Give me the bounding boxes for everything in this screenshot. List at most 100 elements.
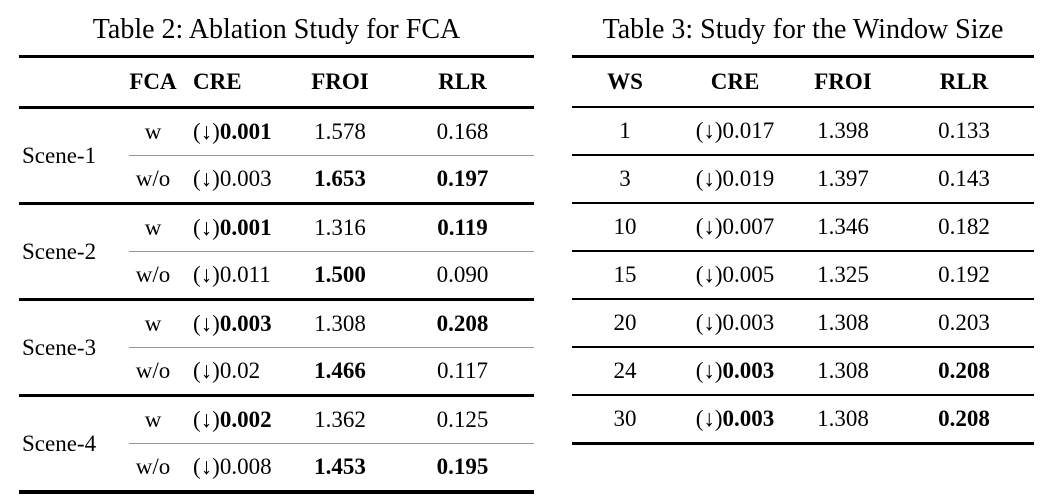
table2-header-fca: FCA (129, 69, 177, 94)
table2-group-scene1: Scene-1 w (↓)0.001 1.578 0.168 w/o (↓)0.… (19, 107, 534, 204)
ws-cell: 10 (613, 214, 637, 239)
rlr-cell: 0.117 (437, 358, 488, 383)
table2-header-row: FCA CRE FROI RLR (19, 57, 534, 108)
cre-cell: (↓)0.02 (177, 348, 289, 396)
down-arrow-icon: (↓) (193, 215, 220, 240)
table2-header-froi: FROI (311, 69, 369, 94)
rlr-cell: 0.208 (938, 406, 990, 431)
rlr-cell: 0.182 (938, 214, 990, 239)
table2-group-scene4: Scene-4 w (↓)0.002 1.362 0.125 w/o (↓)0.… (19, 395, 534, 493)
rlr-cell: 0.192 (938, 262, 990, 287)
table-row: 30 (↓)0.003 1.308 0.208 (572, 395, 1034, 444)
ws-cell: 24 (613, 358, 637, 383)
fca-cell: w/o (135, 262, 171, 287)
table2-group-scene2: Scene-2 w (↓)0.001 1.316 0.119 w/o (↓)0.… (19, 203, 534, 300)
rlr-cell: 0.208 (391, 299, 534, 348)
cre-value: 0.019 (722, 166, 775, 191)
down-arrow-icon: (↓) (695, 406, 723, 431)
cre-value: 0.008 (219, 454, 272, 479)
ws-cell: 3 (619, 166, 631, 191)
cre-cell: (↓)0.019 (678, 155, 792, 203)
froi-cell: 1.316 (289, 203, 391, 252)
cre-cell: (↓)0.003 (678, 395, 792, 444)
rlr-cell: 0.195 (436, 454, 489, 479)
cre-value: 0.001 (219, 119, 272, 144)
cre-value: 0.003 (722, 358, 775, 383)
froi-cell: 1.398 (817, 118, 869, 143)
table-row: Scene-1 w (↓)0.001 1.578 0.168 (19, 107, 534, 168)
table3: WS CRE FROI RLR 1 (↓)0.017 1.398 0.133 3… (572, 55, 1034, 445)
table-row: Scene-4 w (↓)0.002 1.362 0.125 (19, 395, 534, 456)
cre-cell: (↓)0.011 (177, 252, 289, 300)
rlr-cell: 0.168 (391, 107, 534, 156)
cre-cell: (↓)0.003 (678, 347, 792, 395)
down-arrow-icon: (↓) (193, 358, 220, 383)
cre-value: 0.003 (219, 311, 272, 336)
table-row: 20 (↓)0.003 1.308 0.203 (572, 299, 1034, 347)
table3-header-ws: WS (607, 69, 643, 94)
froi-cell: 1.362 (289, 395, 391, 444)
table3-header-rlr: RLR (939, 69, 989, 94)
froi-cell: 1.308 (289, 299, 391, 348)
rlr-cell: 0.203 (938, 310, 990, 335)
froi-cell: 1.308 (817, 406, 869, 431)
cre-value: 0.007 (722, 214, 775, 239)
down-arrow-icon: (↓) (193, 454, 220, 479)
rlr-cell: 0.208 (938, 358, 990, 383)
cre-cell: (↓)0.008 (177, 444, 289, 493)
fca-cell: w/o (135, 166, 171, 191)
fca-cell: w (129, 107, 177, 156)
cre-cell: (↓)0.005 (678, 251, 792, 299)
froi-cell: 1.500 (314, 262, 366, 287)
table-row: w/o (↓)0.011 1.500 0.090 (19, 252, 534, 300)
table-row: w/o (↓)0.008 1.453 0.195 (19, 444, 534, 493)
table3-header-froi: FROI (814, 69, 872, 94)
down-arrow-icon: (↓) (193, 262, 220, 287)
cre-value: 0.001 (219, 215, 272, 240)
cre-cell: (↓)0.001 (177, 203, 289, 252)
cre-cell: (↓)0.017 (678, 107, 792, 155)
cre-value: 0.005 (722, 262, 775, 287)
cre-value: 0.003 (722, 310, 775, 335)
table-row: 15 (↓)0.005 1.325 0.192 (572, 251, 1034, 299)
cre-cell: (↓)0.003 (678, 299, 792, 347)
table-row: Scene-3 w (↓)0.003 1.308 0.208 (19, 299, 534, 360)
down-arrow-icon: (↓) (193, 407, 220, 432)
down-arrow-icon: (↓) (193, 119, 220, 144)
scene-label: Scene-1 (22, 142, 97, 168)
table2-header-rlr: RLR (438, 69, 487, 94)
cre-value: 0.002 (219, 407, 272, 432)
down-arrow-icon: (↓) (695, 262, 723, 287)
fca-cell: w/o (135, 358, 171, 383)
froi-cell: 1.453 (314, 454, 366, 479)
froi-cell: 1.653 (314, 166, 366, 191)
table-row: w/o (↓)0.003 1.653 0.197 (19, 156, 534, 204)
scene-label: Scene-4 (22, 430, 97, 456)
scene-label: Scene-3 (22, 334, 97, 360)
froi-cell: 1.466 (314, 358, 366, 383)
table-row: 24 (↓)0.003 1.308 0.208 (572, 347, 1034, 395)
table2-header-cre: CRE (193, 69, 242, 94)
cre-value: 0.003 (219, 166, 272, 191)
rlr-cell: 0.119 (391, 203, 534, 252)
ws-cell: 30 (613, 406, 637, 431)
rlr-cell: 0.143 (938, 166, 990, 191)
ws-cell: 15 (613, 262, 637, 287)
down-arrow-icon: (↓) (695, 358, 723, 383)
cre-value: 0.003 (722, 406, 775, 431)
froi-cell: 1.578 (289, 107, 391, 156)
table3-caption: Table 3: Study for the Window Size (602, 14, 1004, 45)
froi-cell: 1.397 (817, 166, 869, 191)
table3-header-row: WS CRE FROI RLR (572, 57, 1034, 107)
cre-cell: (↓)0.003 (177, 299, 289, 348)
rlr-cell: 0.090 (436, 262, 489, 287)
ws-cell: 1 (619, 118, 631, 143)
down-arrow-icon: (↓) (695, 214, 723, 239)
down-arrow-icon: (↓) (695, 310, 723, 335)
cre-value: 0.011 (219, 262, 271, 287)
table2-caption: Table 2: Ablation Study for FCA (92, 14, 461, 45)
fca-cell: w (129, 203, 177, 252)
froi-cell: 1.346 (817, 214, 869, 239)
down-arrow-icon: (↓) (695, 166, 723, 191)
